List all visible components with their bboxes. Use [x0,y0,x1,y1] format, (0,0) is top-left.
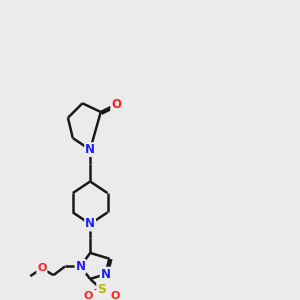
Text: O: O [37,263,46,273]
Text: N: N [85,143,95,156]
Text: O: O [83,291,93,300]
Text: N: N [76,260,85,273]
Text: N: N [85,218,95,230]
Text: O: O [111,98,121,111]
Text: N: N [100,268,111,281]
Text: S: S [97,283,106,296]
Text: O: O [111,291,120,300]
